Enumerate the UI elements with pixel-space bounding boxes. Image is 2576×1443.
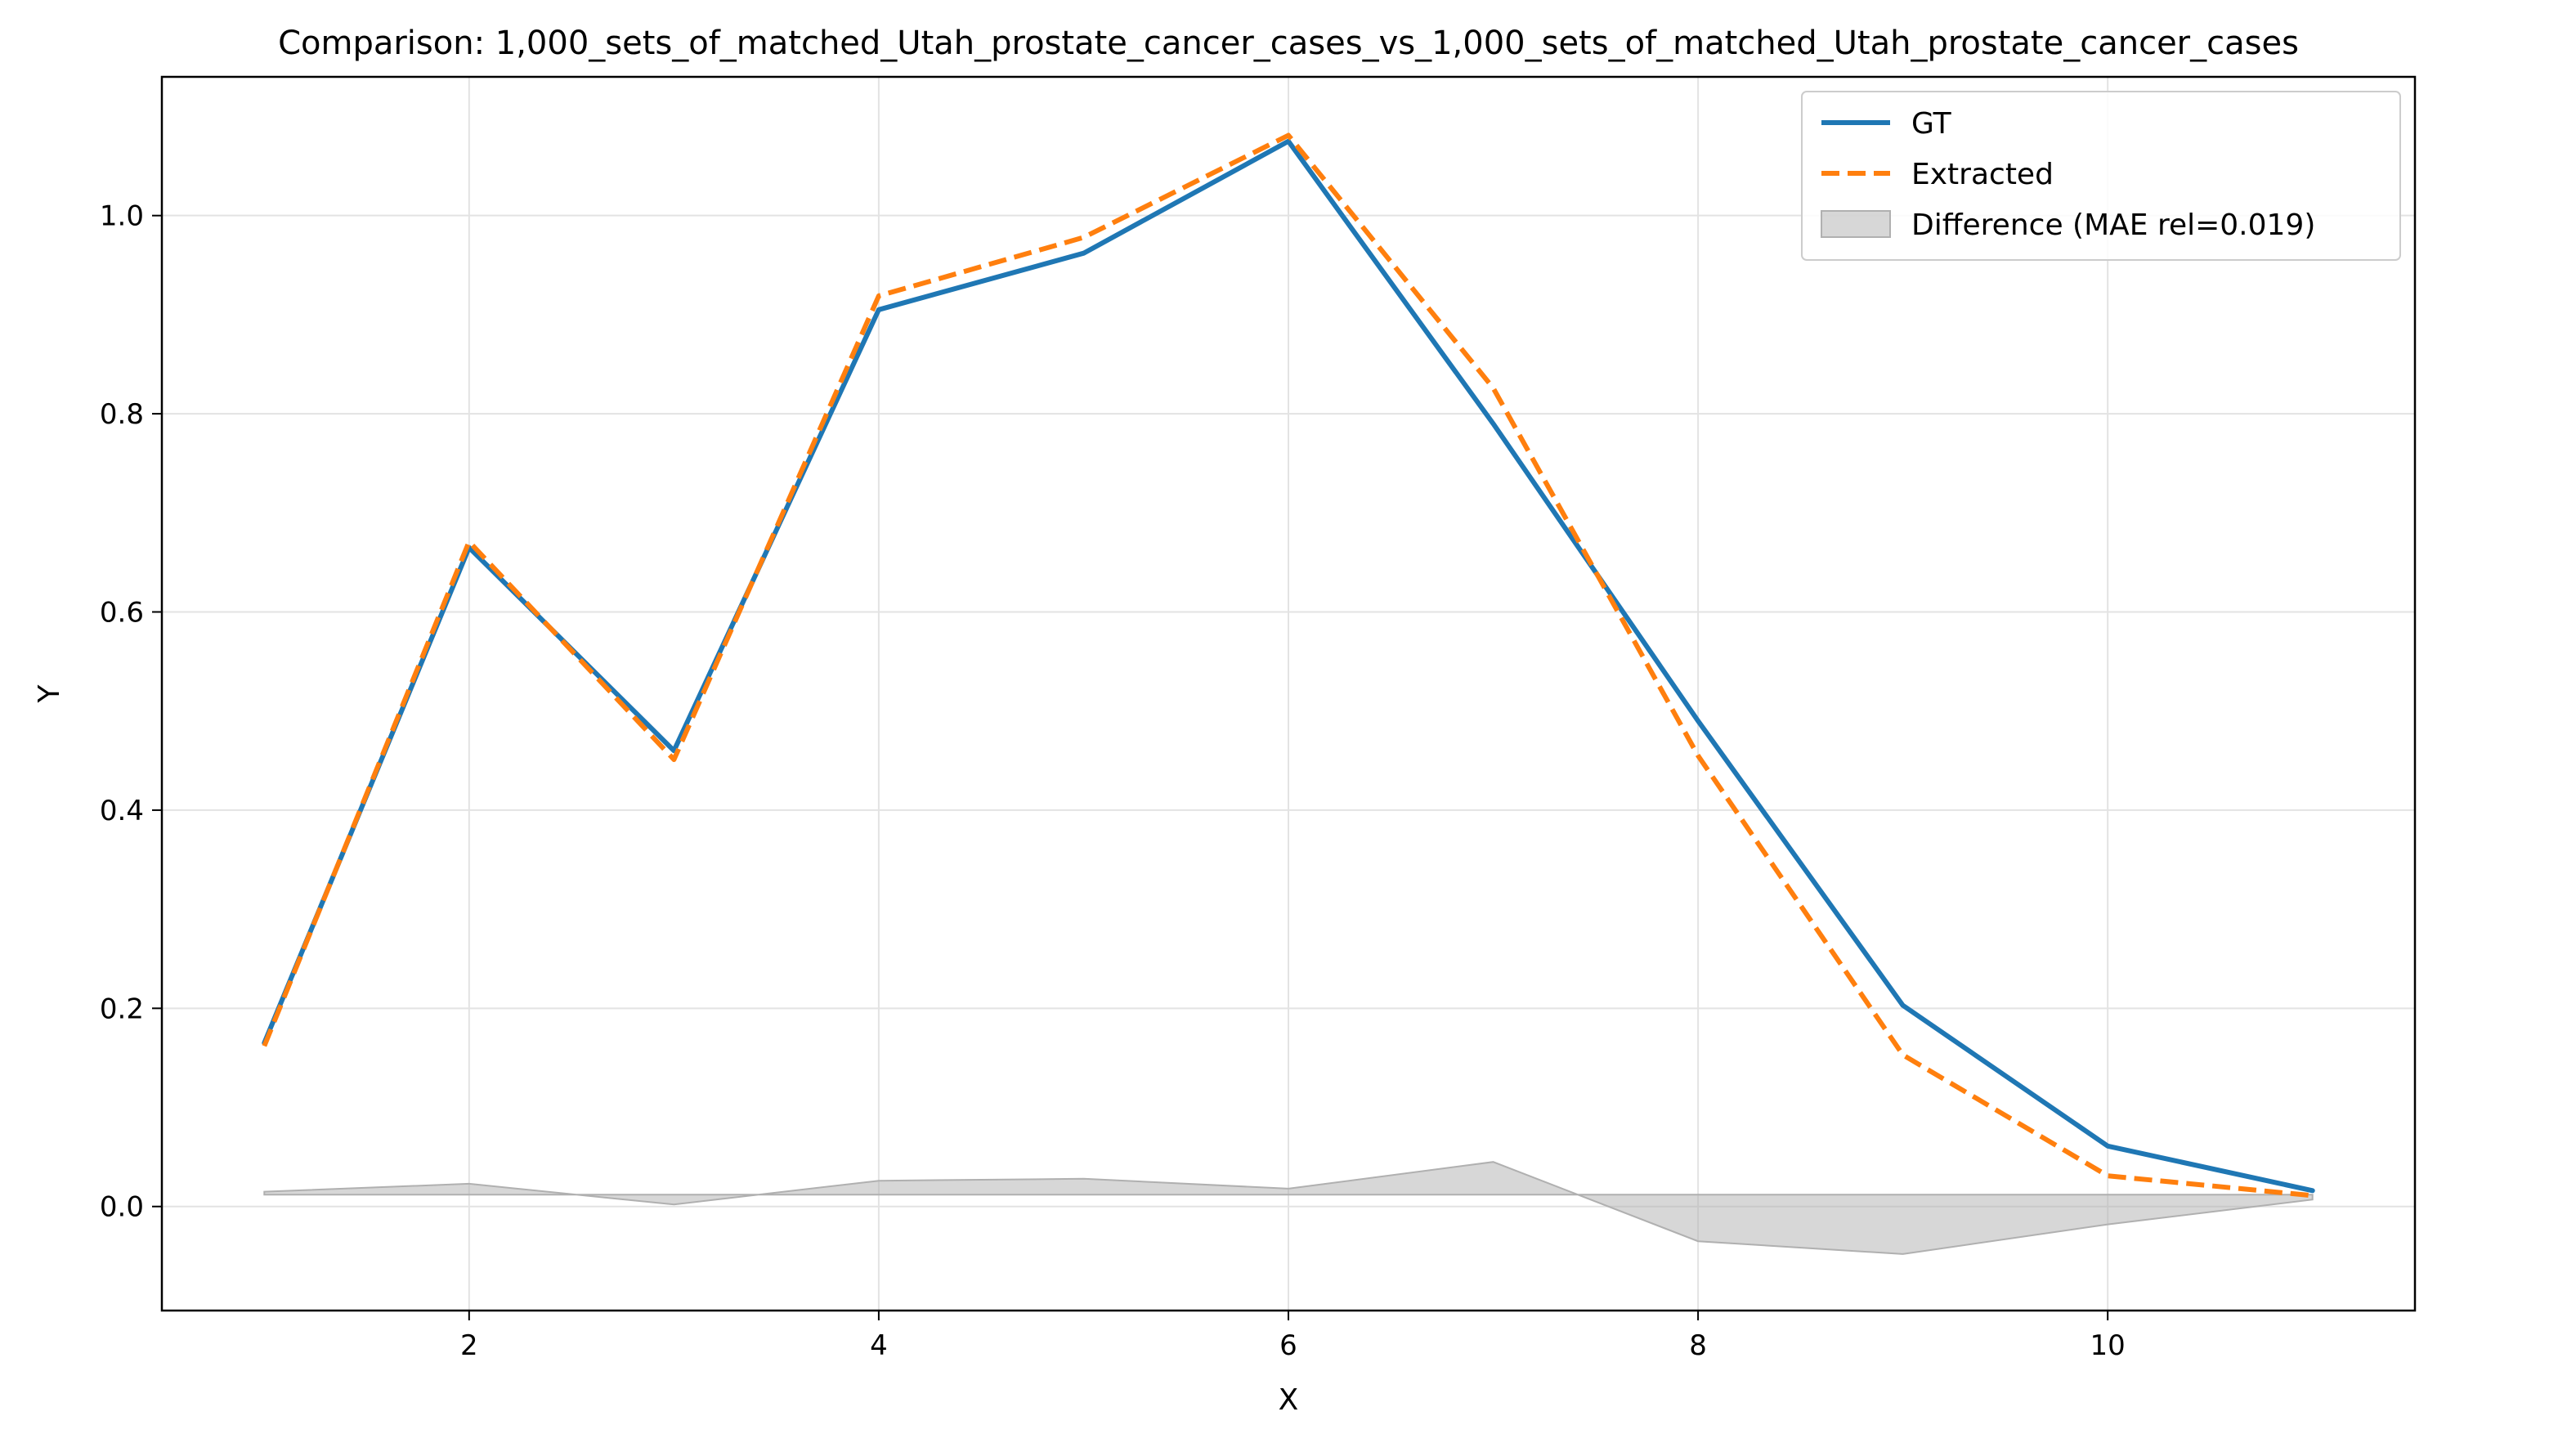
y-tick-label: 1.0 — [100, 200, 144, 233]
legend-extracted-label: Extracted — [1911, 158, 2054, 191]
x-tick-label: 2 — [460, 1329, 478, 1362]
axis-layer: 2 4 6 8 10 0.0 0.2 0.4 0.6 0.8 1.0 — [100, 200, 2126, 1362]
x-tick-label: 10 — [2090, 1329, 2126, 1362]
y-tick-label: 0.2 — [100, 993, 144, 1025]
difference-area — [263, 1161, 2314, 1255]
difference-area-layer — [263, 1161, 2314, 1255]
series-layer — [262, 132, 2315, 1199]
legend-gt-label: GT — [1911, 107, 1952, 141]
extracted-series-line — [262, 132, 2313, 1199]
y-tick-label: 0.6 — [100, 597, 144, 630]
legend: GT Extracted Difference (MAE rel=0.019) — [1801, 91, 2401, 261]
y-tick-label: 0.8 — [100, 398, 144, 431]
legend-box — [1801, 91, 2401, 261]
y-tick-label: 0.0 — [100, 1191, 144, 1224]
legend-difference-swatch — [1821, 210, 1891, 238]
x-axis-title: X — [1279, 1383, 1299, 1417]
x-tick-label: 4 — [870, 1329, 888, 1362]
x-tick-label: 6 — [1279, 1329, 1297, 1362]
gt-series-line — [262, 138, 2315, 1194]
legend-difference-label: Difference (MAE rel=0.019) — [1911, 208, 2315, 242]
y-axis-title: Y — [33, 684, 66, 704]
x-tick-label: 8 — [1689, 1329, 1707, 1362]
y-tick-label: 0.4 — [100, 795, 144, 827]
chart-title: Comparison: 1,000_sets_of_matched_Utah_p… — [278, 25, 2299, 62]
